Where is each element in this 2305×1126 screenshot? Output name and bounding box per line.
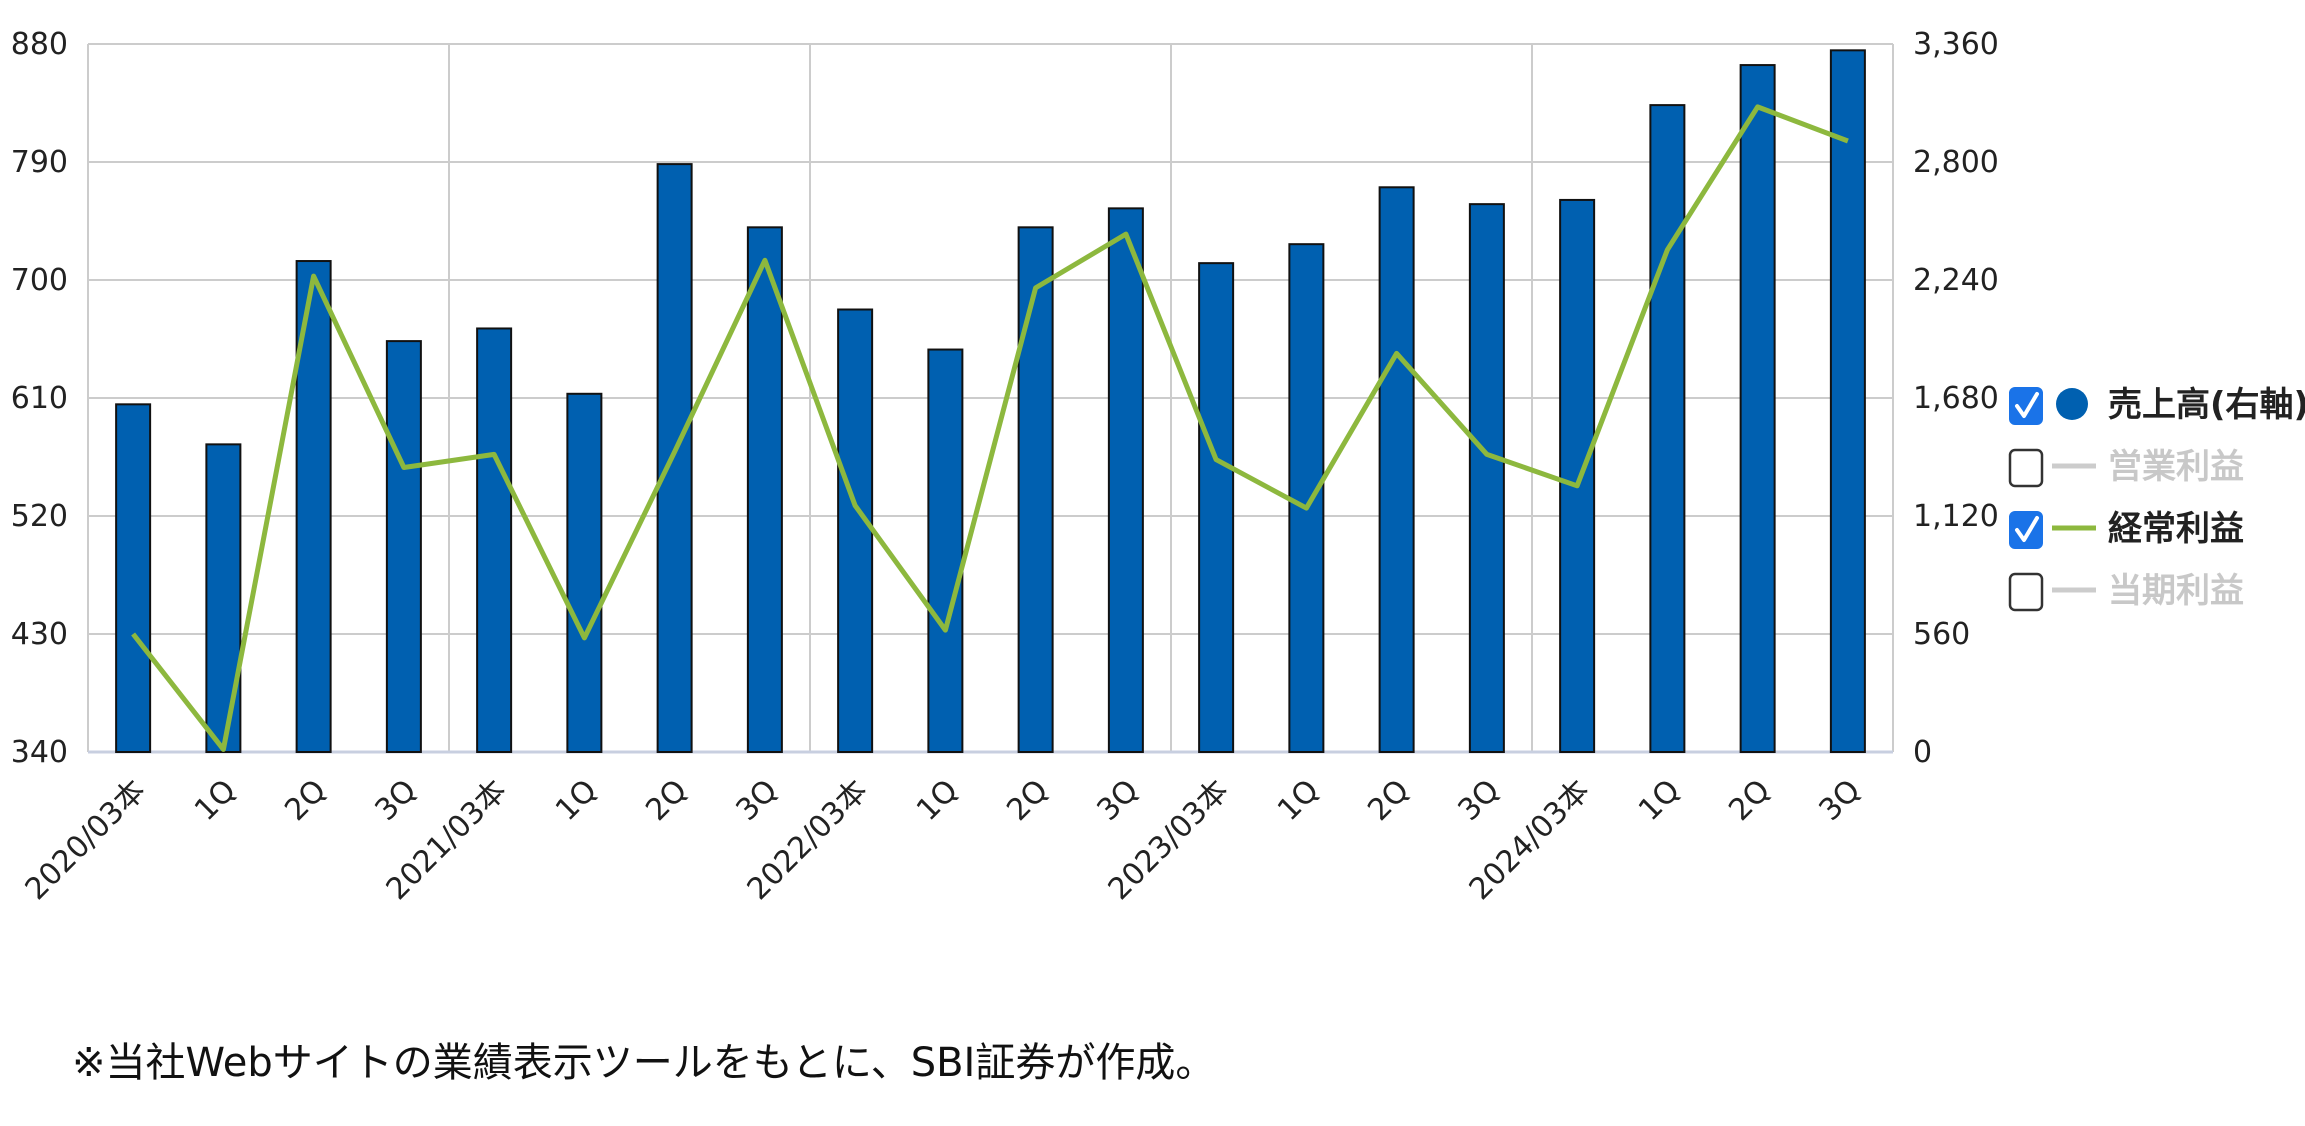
bar-sales xyxy=(1468,203,1505,753)
checkmark-icon xyxy=(2015,516,2039,542)
legend-item[interactable]: 営業利益 xyxy=(2008,447,2244,488)
bar-sales xyxy=(1288,243,1325,754)
x-axis-tick-label: 2Q xyxy=(278,773,333,828)
bar-sales xyxy=(1017,226,1054,754)
right-axis-tick-label: 0 xyxy=(1913,735,1932,770)
x-axis-tick-label: 1Q xyxy=(1632,773,1687,828)
bar-sales xyxy=(837,308,874,753)
bar-sales xyxy=(656,163,693,754)
x-axis-tick-label: 1Q xyxy=(910,773,965,828)
left-axis-tick-label: 430 xyxy=(11,617,68,652)
legend-checkbox-unchecked xyxy=(2008,448,2044,488)
bar-sales xyxy=(205,443,242,753)
x-axis-tick-label: 3Q xyxy=(369,773,424,828)
bar-sales xyxy=(1378,186,1415,754)
left-axis-tick-label: 700 xyxy=(11,263,68,298)
x-axis-tick-label: 2Q xyxy=(1000,773,1055,828)
bar-sales xyxy=(1829,49,1866,754)
x-axis-tick-label: 2Q xyxy=(1361,773,1416,828)
bar-sales xyxy=(115,403,152,753)
legend-item[interactable]: 経常利益 xyxy=(2009,509,2244,549)
footnote: ※当社Webサイトの業績表示ツールをもとに、SBI証券が作成。 xyxy=(72,1040,1216,1086)
legend-item[interactable]: 当期利益 xyxy=(2008,571,2244,612)
x-axis-tick-label: 3Q xyxy=(730,773,785,828)
line-ordinary-profit xyxy=(131,104,1849,752)
bar-sales xyxy=(476,327,513,753)
legend-label: 当期利益 xyxy=(2108,571,2244,611)
x-axis-tick-label: 1Q xyxy=(1271,773,1326,828)
left-axis-tick-label: 610 xyxy=(11,381,68,416)
bar-sales xyxy=(1559,198,1596,753)
right-axis-tick-label: 2,800 xyxy=(1913,145,1999,180)
right-axis-tick-label: 560 xyxy=(1913,617,1970,652)
legend-circle-icon xyxy=(2056,388,2088,420)
right-axis-tick-label: 2,240 xyxy=(1913,263,1999,298)
left-axis-tick-label: 880 xyxy=(11,27,68,62)
bar-sales xyxy=(1107,207,1144,754)
bar-sales xyxy=(566,392,603,753)
bar-sales xyxy=(1739,64,1776,754)
bar-sales xyxy=(1649,104,1686,754)
legend-checkbox-unchecked xyxy=(2008,572,2044,612)
x-axis-tick-label: 1Q xyxy=(549,773,604,828)
right-axis-tick-label: 1,120 xyxy=(1913,499,1999,534)
x-axis-tick-label: 2Q xyxy=(1722,773,1777,828)
bar-sales xyxy=(746,226,783,754)
left-axis-tick-label: 790 xyxy=(11,145,68,180)
legend-label: 営業利益 xyxy=(2108,447,2244,487)
bar-sales xyxy=(927,348,964,753)
right-axis-tick-label: 1,680 xyxy=(1913,381,1999,416)
bar-sales xyxy=(1198,262,1235,753)
x-axis-tick-label: 3Q xyxy=(1813,773,1868,828)
x-axis-tick-label: 3Q xyxy=(1452,773,1507,828)
legend-label: 売上高(右軸) xyxy=(2108,385,2305,425)
x-axis-tick-label: 2Q xyxy=(639,773,694,828)
right-axis-tick-label: 3,360 xyxy=(1913,27,1999,62)
legend-label: 経常利益 xyxy=(2108,509,2244,549)
left-axis-tick-label: 520 xyxy=(11,499,68,534)
legend-item[interactable]: 売上高(右軸) xyxy=(2009,385,2305,425)
left-axis-tick-label: 340 xyxy=(11,735,68,770)
bar-sales xyxy=(385,340,422,753)
x-axis-tick-label: 1Q xyxy=(188,773,243,828)
x-axis-tick-label: 2020/03本 xyxy=(19,773,153,907)
x-axis-tick-label: 3Q xyxy=(1091,773,1146,828)
checkmark-icon xyxy=(2015,392,2039,418)
